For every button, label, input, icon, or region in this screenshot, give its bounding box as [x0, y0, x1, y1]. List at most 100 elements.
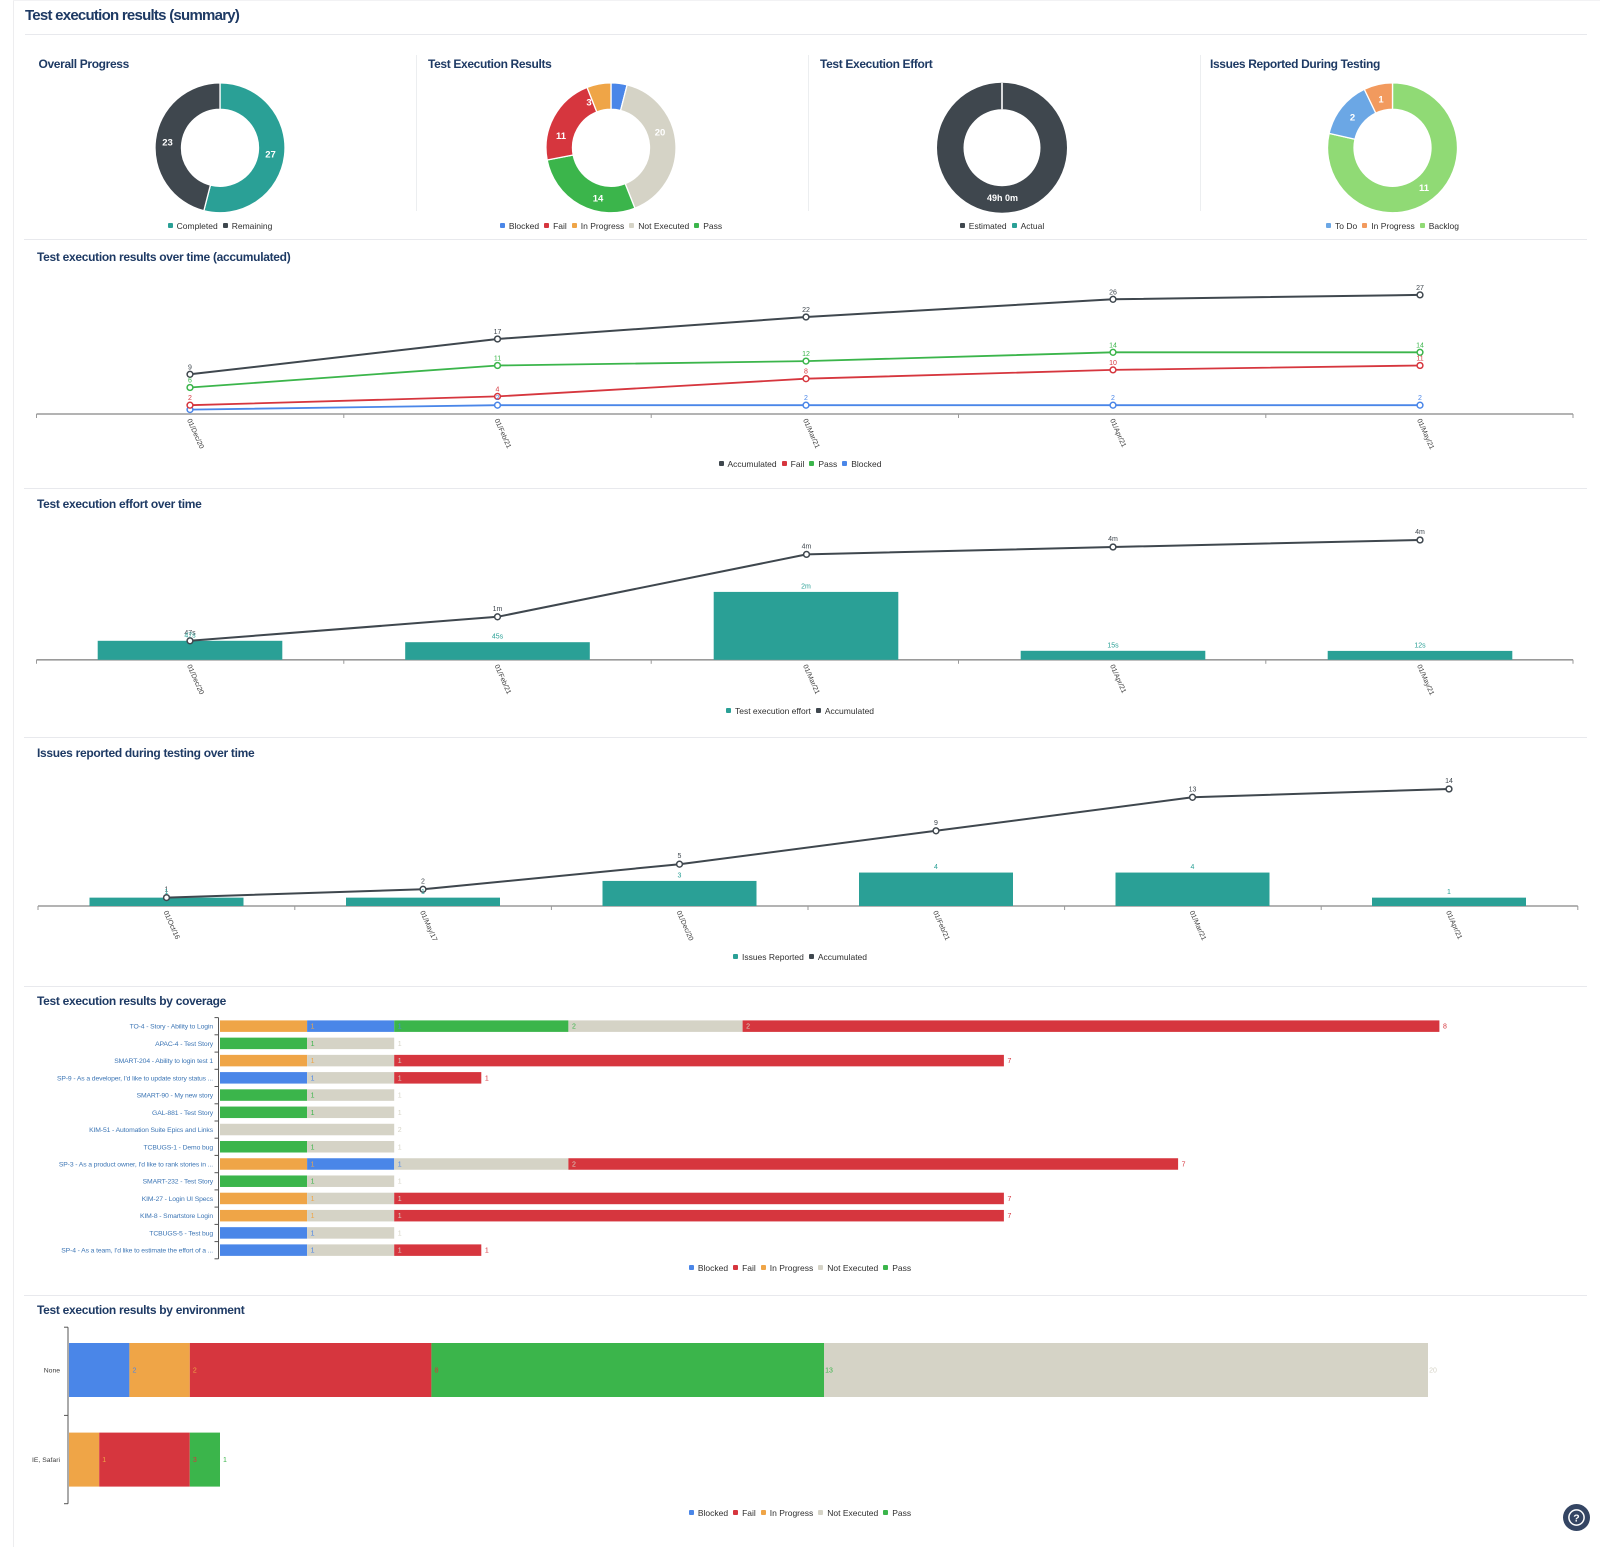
- svg-text:14: 14: [593, 194, 604, 205]
- svg-text:KIM-8 - Smartstore Login: KIM-8 - Smartstore Login: [140, 1213, 213, 1220]
- svg-text:4: 4: [496, 386, 500, 393]
- svg-text:47s: 47s: [184, 630, 196, 637]
- svg-text:8: 8: [1443, 1024, 1447, 1031]
- svg-text:1: 1: [102, 1457, 106, 1464]
- svg-text:KIM-51 - Automation Suite Epic: KIM-51 - Automation Suite Epics and Link…: [89, 1127, 214, 1134]
- svg-text:2: 2: [132, 1368, 136, 1375]
- svg-text:3: 3: [193, 1457, 197, 1464]
- svg-text:1: 1: [311, 1213, 315, 1220]
- svg-text:9: 9: [934, 820, 938, 827]
- svg-text:1: 1: [398, 1024, 402, 1031]
- svg-text:10: 10: [1109, 360, 1117, 367]
- svg-text:?: ?: [1573, 1513, 1579, 1525]
- svg-text:2: 2: [188, 395, 192, 402]
- svg-text:8: 8: [804, 369, 808, 376]
- svg-text:01/May/21: 01/May/21: [1415, 418, 1435, 451]
- svg-text:27: 27: [1416, 285, 1424, 292]
- svg-text:1: 1: [398, 1110, 402, 1117]
- svg-text:GAL-881 - Test Story: GAL-881 - Test Story: [152, 1110, 214, 1117]
- svg-text:2: 2: [804, 395, 808, 402]
- svg-text:13: 13: [1189, 786, 1197, 793]
- svg-text:1: 1: [165, 889, 169, 896]
- svg-text:2: 2: [421, 878, 425, 885]
- svg-text:01/Apr/21: 01/Apr/21: [1108, 418, 1127, 449]
- svg-text:1m: 1m: [493, 606, 503, 613]
- svg-text:SMART-232 - Test Story: SMART-232 - Test Story: [143, 1179, 214, 1186]
- svg-text:TO-4 - Story - Ability to Logi: TO-4 - Story - Ability to Login: [130, 1024, 214, 1031]
- svg-text:2: 2: [1111, 395, 1115, 402]
- svg-text:01/Feb/21: 01/Feb/21: [931, 910, 950, 942]
- svg-text:1: 1: [311, 1230, 315, 1237]
- svg-text:SP-3 - As a product owner, I'd: SP-3 - As a product owner, I'd like to r…: [59, 1162, 213, 1169]
- svg-text:1: 1: [311, 1248, 315, 1255]
- svg-text:13: 13: [825, 1368, 833, 1375]
- svg-text:8: 8: [434, 1368, 438, 1375]
- svg-text:14: 14: [1445, 778, 1453, 785]
- svg-text:1: 1: [165, 887, 169, 894]
- svg-text:SP-9 - As a developer, I'd lik: SP-9 - As a developer, I'd like to updat…: [57, 1075, 213, 1082]
- svg-text:TCBUGS-1 - Demo bug: TCBUGS-1 - Demo bug: [144, 1144, 214, 1151]
- svg-text:11: 11: [494, 356, 501, 363]
- svg-text:None: None: [44, 1368, 60, 1375]
- svg-text:4m: 4m: [1108, 536, 1118, 543]
- svg-text:7: 7: [1007, 1213, 1011, 1220]
- svg-text:26: 26: [1109, 289, 1117, 296]
- svg-text:1: 1: [311, 1110, 315, 1117]
- svg-text:27: 27: [265, 150, 276, 161]
- svg-text:1: 1: [398, 1075, 402, 1082]
- svg-text:1: 1: [311, 1179, 315, 1186]
- svg-text:SMART-204 - Ability to login t: SMART-204 - Ability to login test 1: [114, 1058, 213, 1065]
- svg-text:01/May/17: 01/May/17: [418, 910, 438, 943]
- svg-text:01/Dec/20: 01/Dec/20: [675, 910, 694, 942]
- svg-text:1: 1: [311, 1162, 315, 1169]
- svg-text:1: 1: [421, 889, 425, 896]
- svg-text:17: 17: [494, 329, 502, 336]
- svg-text:6: 6: [188, 378, 192, 385]
- svg-text:20: 20: [1429, 1368, 1437, 1375]
- svg-text:01/Mar/21: 01/Mar/21: [801, 418, 820, 450]
- svg-text:TCBUGS-5 - Test bug: TCBUGS-5 - Test bug: [149, 1230, 213, 1237]
- svg-text:3: 3: [678, 872, 682, 879]
- svg-text:1: 1: [1447, 889, 1451, 896]
- svg-text:1: 1: [1378, 95, 1384, 106]
- svg-text:IE, Safari: IE, Safari: [32, 1457, 60, 1464]
- svg-text:11: 11: [556, 131, 567, 142]
- svg-text:1: 1: [485, 1075, 489, 1082]
- svg-text:45s: 45s: [492, 634, 504, 641]
- svg-text:1: 1: [311, 1075, 315, 1082]
- svg-text:1: 1: [223, 1457, 227, 1464]
- svg-text:APAC-4 - Test Story: APAC-4 - Test Story: [155, 1041, 214, 1048]
- svg-text:1: 1: [398, 1144, 402, 1151]
- svg-text:2: 2: [572, 1024, 576, 1031]
- svg-text:12s: 12s: [1414, 642, 1426, 649]
- svg-text:1: 1: [311, 1196, 315, 1203]
- svg-text:01/Apr/21: 01/Apr/21: [1444, 910, 1463, 941]
- svg-text:2: 2: [1350, 113, 1355, 124]
- svg-text:4: 4: [934, 864, 938, 871]
- svg-text:1: 1: [311, 1058, 315, 1065]
- svg-text:47s: 47s: [184, 632, 196, 639]
- svg-text:5: 5: [678, 853, 682, 860]
- svg-text:1: 1: [398, 1041, 402, 1048]
- svg-text:22: 22: [802, 307, 810, 314]
- svg-text:01/Mar/21: 01/Mar/21: [801, 664, 820, 696]
- svg-text:01/Feb/21: 01/Feb/21: [493, 418, 512, 450]
- svg-text:7: 7: [1182, 1162, 1186, 1169]
- svg-text:01/Oct/16: 01/Oct/16: [162, 910, 181, 941]
- svg-text:1: 1: [398, 1196, 402, 1203]
- svg-text:SMART-90 - My new story: SMART-90 - My new story: [137, 1093, 214, 1100]
- svg-text:15s: 15s: [1107, 642, 1119, 649]
- svg-text:4m: 4m: [1415, 529, 1425, 536]
- svg-text:1: 1: [398, 1058, 402, 1065]
- svg-text:2: 2: [193, 1368, 197, 1375]
- svg-text:KIM-27 - Login UI Specs: KIM-27 - Login UI Specs: [142, 1196, 214, 1203]
- svg-text:14: 14: [1416, 342, 1424, 349]
- svg-text:2: 2: [572, 1162, 576, 1169]
- svg-text:14: 14: [1109, 342, 1117, 349]
- svg-text:20: 20: [655, 128, 666, 139]
- svg-text:01/Mar/21: 01/Mar/21: [1188, 910, 1207, 942]
- svg-text:1: 1: [311, 1024, 315, 1031]
- svg-text:1: 1: [311, 1144, 315, 1151]
- svg-text:2m: 2m: [801, 583, 811, 590]
- svg-text:4: 4: [1191, 864, 1195, 871]
